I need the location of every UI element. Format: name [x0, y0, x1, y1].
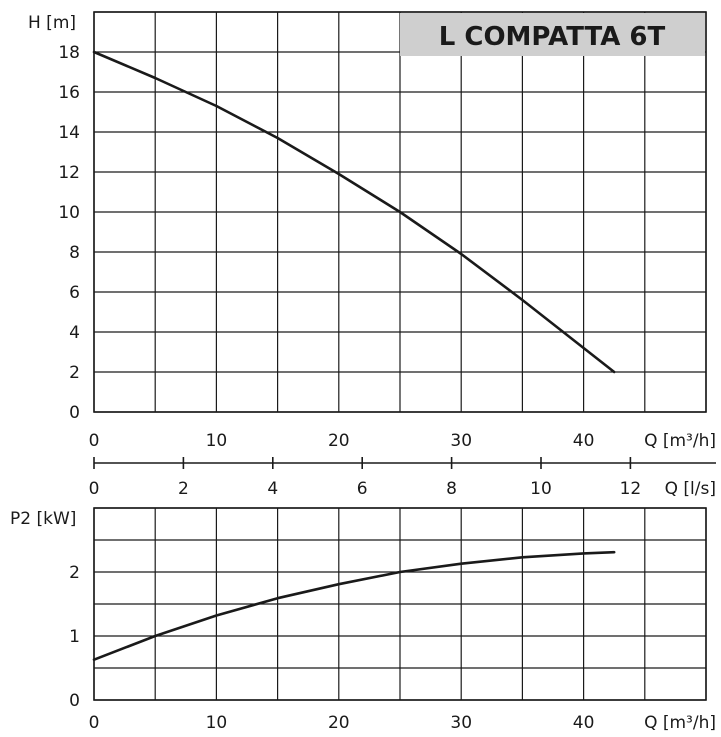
- head-chart: L COMPATTA 6T H [m] 0 2 4 6 8 10 12 14 16 18 0 10 2…: [28, 11, 716, 451]
- power-chart-grid: [93, 507, 707, 701]
- head-y-tick-label: 0: [69, 403, 80, 423]
- head-x-tick-label: 20: [328, 431, 350, 451]
- power-x-axis-label: Q [m³/h]: [644, 713, 716, 733]
- head-x-tick-label: 40: [573, 431, 595, 451]
- head-y-tick-label: 4: [69, 323, 80, 343]
- flow-ls-tick-label: 0: [89, 479, 100, 499]
- flow-ls-axis-label: Q [l/s]: [665, 479, 716, 499]
- head-y-tick-labels: 0 2 4 6 8 10 12 14 16 18: [58, 43, 80, 423]
- head-x-axis-label: Q [m³/h]: [644, 431, 716, 451]
- power-axis-label: P2 [kW]: [10, 509, 76, 529]
- power-curve-line: [92, 550, 616, 661]
- power-y-tick-labels: 0 1 2: [69, 563, 80, 711]
- power-chart-frame: [93, 507, 707, 701]
- head-y-tick-label: 16: [58, 83, 80, 103]
- flow-ls-tick-label: 8: [446, 479, 457, 499]
- flow-ls-ticks: 0 2 4 6 8 10 12: [89, 457, 642, 499]
- head-x-tick-label: 30: [450, 431, 472, 451]
- head-y-tick-label: 2: [69, 363, 80, 383]
- head-y-tick-label: 6: [69, 283, 80, 303]
- power-chart: P2 [kW] 0 1 2 0 10 20 30 40 Q [m³/h]: [10, 507, 716, 733]
- power-y-tick-label: 0: [69, 691, 80, 711]
- power-x-tick-label: 40: [573, 713, 595, 733]
- head-chart-frame: [93, 11, 707, 413]
- head-axis-label: H [m]: [28, 13, 76, 33]
- head-y-tick-label: 12: [58, 163, 80, 183]
- flow-ls-tick-label: 2: [178, 479, 189, 499]
- flow-ls-tick-label: 4: [267, 479, 278, 499]
- head-y-tick-label: 14: [58, 123, 80, 143]
- head-y-tick-label: 10: [58, 203, 80, 223]
- flow-ls-axis: 0 2 4 6 8 10 12 Q [l/s]: [89, 457, 716, 499]
- head-y-tick-label: 8: [69, 243, 80, 263]
- head-x-tick-label: 10: [206, 431, 228, 451]
- flow-ls-tick-label: 10: [530, 479, 552, 499]
- power-x-tick-label: 20: [328, 713, 350, 733]
- power-x-tick-label: 0: [89, 713, 100, 733]
- title-box: [400, 13, 705, 56]
- power-x-tick-label: 10: [206, 713, 228, 733]
- power-y-tick-label: 2: [69, 563, 80, 583]
- chart-title: L COMPATTA 6T: [439, 22, 666, 52]
- head-x-tick-labels: 0 10 20 30 40: [89, 431, 595, 451]
- head-x-tick-label: 0: [89, 431, 100, 451]
- flow-ls-tick-label: 6: [357, 479, 368, 499]
- head-curve-line: [92, 50, 616, 374]
- power-x-tick-labels: 0 10 20 30 40: [89, 713, 595, 733]
- flow-ls-tick-label: 12: [620, 479, 642, 499]
- head-y-tick-label: 18: [58, 43, 80, 63]
- power-y-tick-label: 1: [69, 627, 80, 647]
- power-x-tick-label: 30: [450, 713, 472, 733]
